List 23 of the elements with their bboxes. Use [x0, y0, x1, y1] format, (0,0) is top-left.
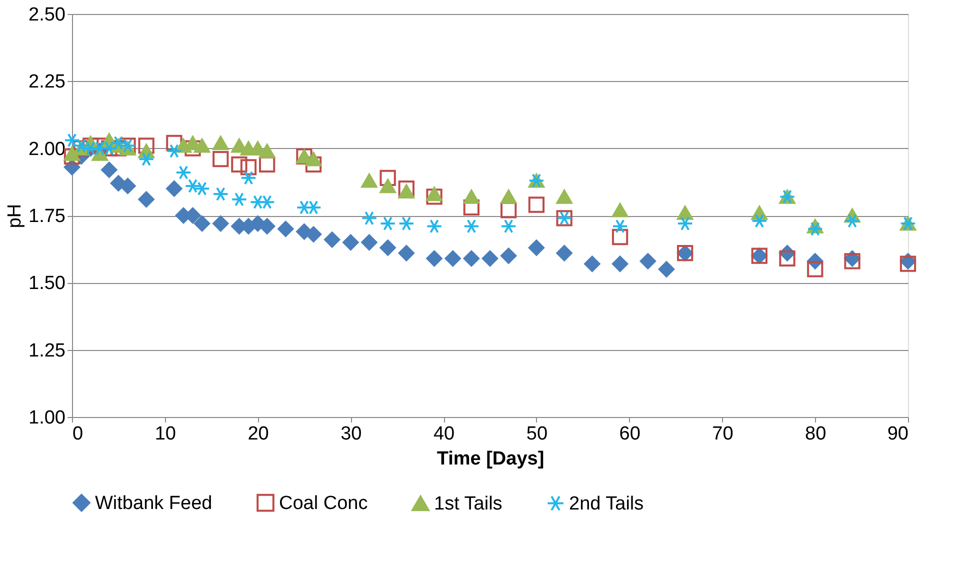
- x-tick-label: 70: [712, 424, 734, 444]
- legend-label: Coal Conc: [279, 492, 368, 514]
- legend-label: 2nd Tails: [569, 493, 644, 514]
- legend-label: 1st Tails: [434, 493, 502, 514]
- y-tick-label: 1.50: [28, 273, 66, 294]
- y-tick-label: 2.00: [28, 138, 66, 160]
- x-tick-label: 30: [340, 424, 362, 444]
- x-tick-label: 10: [154, 424, 176, 444]
- x-tick-label: 20: [248, 424, 269, 444]
- y-tick-label: 2.25: [28, 72, 66, 93]
- y-tick-label: 1.00: [28, 408, 66, 428]
- x-tick-label: 80: [805, 424, 826, 444]
- y-tick-label: 1.75: [28, 206, 66, 227]
- y-tick-label: 1.25: [28, 340, 66, 362]
- x-tick-label: 50: [526, 424, 548, 444]
- x-tick-label: 60: [619, 424, 640, 444]
- x-axis-title: Time [Days]: [436, 448, 544, 470]
- x-tick-label: 0: [72, 424, 84, 444]
- x-tick-label: 90: [887, 424, 908, 444]
- y-axis-title: pH: [4, 204, 26, 228]
- y-tick-label: 2.50: [28, 4, 66, 26]
- x-tick-label: 40: [433, 424, 455, 444]
- legend-label: Witbank Feed: [95, 492, 212, 514]
